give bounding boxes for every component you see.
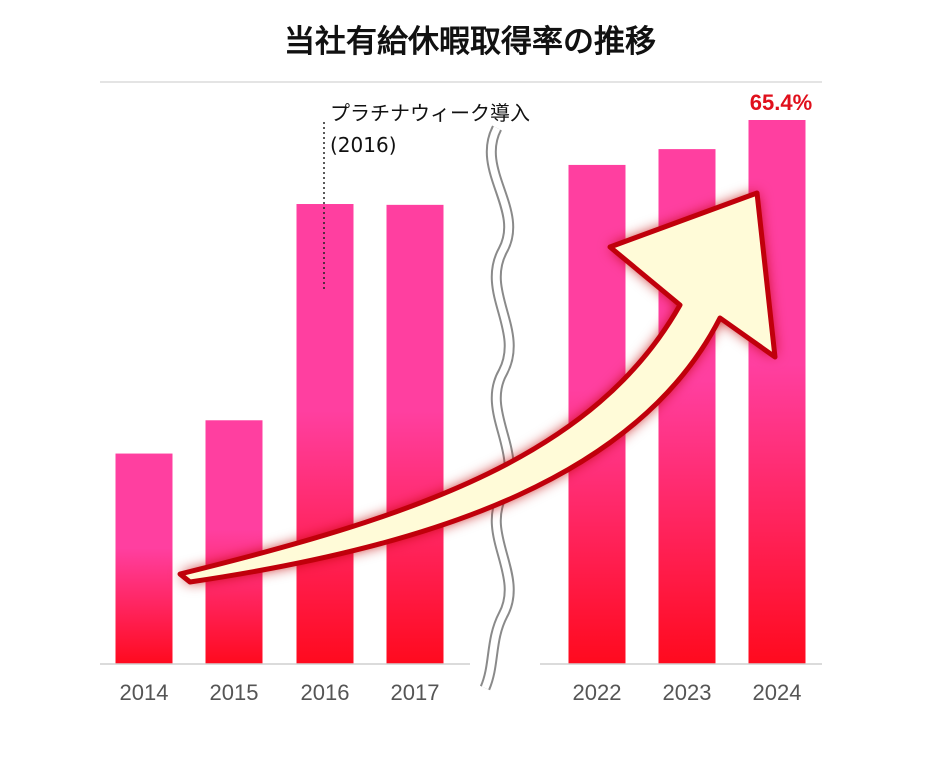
- x-tick-label: 2014: [120, 680, 169, 705]
- annotation-year: (2016): [330, 133, 397, 157]
- data-label-2024: 65.4%: [750, 90, 812, 115]
- annotation: プラチナウィーク導入 (2016): [323, 101, 530, 292]
- x-tick-label: 2015: [210, 680, 259, 705]
- bar-2015: [205, 420, 263, 664]
- bar-2017: [386, 204, 444, 664]
- axis-break: [479, 125, 515, 691]
- bar-2016: [296, 204, 354, 664]
- bar-2014: [115, 453, 173, 664]
- trend-arrow-icon: [177, 190, 778, 585]
- x-tick-label: 2016: [301, 680, 350, 705]
- x-tick-label: 2017: [391, 680, 440, 705]
- x-tick-label: 2024: [753, 680, 802, 705]
- trend-arrow: [177, 190, 778, 585]
- x-tick-label: 2022: [573, 680, 622, 705]
- chart-title: 当社有給休暇取得率の推移: [284, 24, 656, 60]
- annotation-text: プラチナウィーク導入: [330, 101, 530, 125]
- x-tick-label: 2023: [663, 680, 712, 705]
